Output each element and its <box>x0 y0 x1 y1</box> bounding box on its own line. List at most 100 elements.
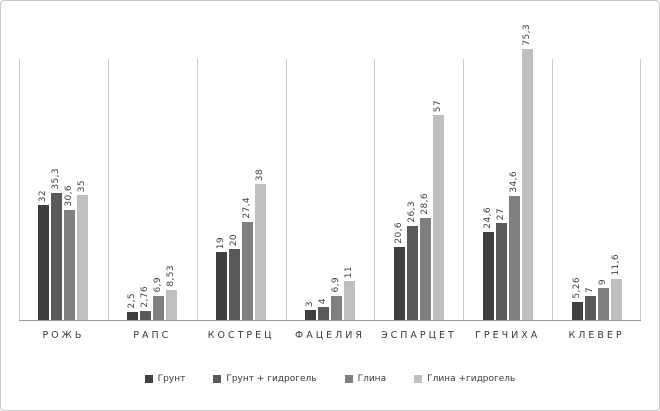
bar <box>610 279 622 321</box>
bar-value-label: 20,6 <box>393 222 404 244</box>
bar-value-label: 11,6 <box>610 254 621 276</box>
plot-area: 32 35,3 30,6 35 2,5 2,76 6,9 8,53 19 20 27,4 38 3 4 6,… <box>19 9 641 321</box>
category-label: РАПС <box>133 330 172 341</box>
bar-cell: 20,6 <box>393 222 405 321</box>
bar-cell: 27 <box>495 207 507 321</box>
bar-cell: 5,26 <box>571 277 583 321</box>
bar <box>255 184 267 321</box>
legend-item: Глина +гидрогель <box>414 374 515 384</box>
bar-value-label: 20 <box>229 233 240 246</box>
bar-value-label: 19 <box>216 236 227 249</box>
bar-value-label: 30,6 <box>64 185 75 207</box>
bar-value-label: 26,3 <box>406 201 417 223</box>
bar <box>77 195 89 321</box>
bar <box>393 247 405 321</box>
bar-cell: 28,6 <box>419 193 431 321</box>
bar <box>584 296 596 321</box>
legend-swatch <box>414 375 423 383</box>
bar <box>216 252 228 321</box>
bar-value-label: 32 <box>38 189 49 202</box>
bar-value-label: 34,6 <box>508 171 519 193</box>
bar-cell: 57 <box>432 99 444 321</box>
category-label: ГРЕЧИХА <box>475 330 541 341</box>
bar <box>521 49 533 321</box>
bar-cell: 19 <box>216 236 228 321</box>
bar <box>229 249 241 321</box>
gridline-layer <box>19 9 641 321</box>
x-axis-line <box>19 320 641 321</box>
bar-value-label: 27,4 <box>242 197 253 219</box>
legend-swatch <box>144 375 153 383</box>
legend: Грунт Грунт + гидрогель Глина Глина +гидрог… <box>1 374 659 384</box>
category-separator-line <box>196 58 198 321</box>
bar-cell: 8,53 <box>166 265 178 321</box>
bar-cell: 3 <box>305 301 316 321</box>
bar <box>571 302 583 321</box>
category-label: ЭСПАРЦЕТ <box>380 330 457 341</box>
category-separator-line <box>285 58 287 321</box>
category-separator-line <box>463 58 465 321</box>
bar-value-label: 35 <box>77 179 88 192</box>
bar-value-label: 57 <box>432 99 443 112</box>
bar-value-label: 4 <box>318 297 328 304</box>
category-group: 2,5 2,76 6,9 8,53 <box>108 9 197 321</box>
bar <box>406 226 418 321</box>
bar <box>38 205 50 321</box>
bar-value-label: 7 <box>584 286 595 293</box>
bar-cell: 7 <box>584 286 596 321</box>
category-group: 32 35,3 30,6 35 <box>19 9 108 321</box>
legend-label: Грунт + гидрогель <box>226 374 317 384</box>
bar-value-label: 2,5 <box>127 293 138 309</box>
bar-value-label: 2,76 <box>140 286 151 308</box>
bar <box>508 196 520 321</box>
bar-groups: 32 35,3 30,6 35 2,5 2,76 6,9 8,53 19 20 27,4 38 3 4 6,… <box>19 9 641 321</box>
legend-label: Глина +гидрогель <box>427 374 516 384</box>
legend-item: Глина <box>344 374 386 384</box>
category-group: 20,6 26,3 28,6 57 <box>374 9 463 321</box>
bar-cell: 20 <box>229 233 241 321</box>
bar <box>51 193 63 321</box>
category-group: 5,26 7 9 11,6 <box>552 9 641 321</box>
bar <box>432 115 444 321</box>
category-label: КЛЕВЕР <box>568 330 625 341</box>
bar-value-label: 8,53 <box>166 265 177 287</box>
bar-cell: 6,9 <box>331 277 342 321</box>
legend-swatch <box>344 375 353 383</box>
legend-item: Грунт + гидрогель <box>213 374 317 384</box>
bar-cell: 32 <box>38 189 50 321</box>
bar-value-label: 35,3 <box>51 168 62 190</box>
bar-cell: 27,4 <box>242 197 254 321</box>
bar <box>153 296 165 321</box>
category-group: 19 20 27,4 38 <box>197 9 286 321</box>
bar <box>140 311 152 321</box>
bar <box>305 310 316 321</box>
bar-value-label: 11 <box>344 265 354 278</box>
bar-value-label: 9 <box>597 278 608 285</box>
bar-value-label: 5,26 <box>571 277 582 299</box>
bar <box>242 222 254 321</box>
category-label: КОСТРЕЦ <box>207 330 275 341</box>
bar-cell: 75,3 <box>521 24 533 321</box>
category-label: ФАЦЕЛИЯ <box>295 330 365 341</box>
bar-cell: 2,5 <box>127 293 139 321</box>
category-separator-line <box>19 58 20 321</box>
bar-cell: 6,9 <box>153 277 165 321</box>
bar-cell: 35 <box>77 179 89 321</box>
bar <box>495 223 507 321</box>
bar <box>597 288 609 321</box>
bar-cell: 11,6 <box>610 254 622 321</box>
bar-cell: 11 <box>344 266 355 321</box>
category-separator-line <box>374 58 376 321</box>
category-separator-line <box>552 58 554 321</box>
legend-item: Грунт <box>144 374 186 384</box>
bar-value-label: 27 <box>495 207 506 220</box>
bar-value-label: 3 <box>305 300 315 307</box>
bar-cell: 24,6 <box>482 207 494 321</box>
bar-cell: 26,3 <box>406 201 418 321</box>
legend-label: Грунт <box>157 374 186 384</box>
legend-swatch <box>213 375 222 383</box>
bar <box>419 218 431 321</box>
bar <box>331 296 342 321</box>
bar <box>127 312 139 321</box>
